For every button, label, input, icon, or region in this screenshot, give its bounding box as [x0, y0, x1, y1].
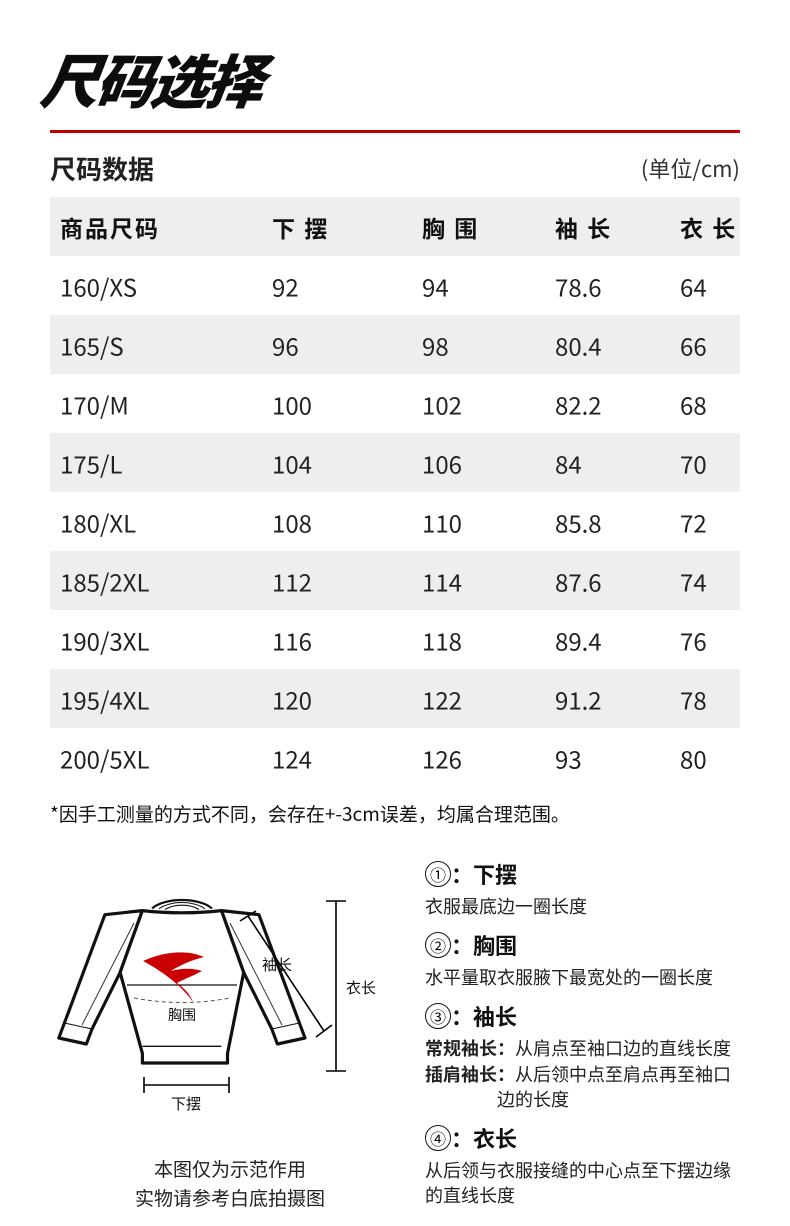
- svg-text:下摆: 下摆: [171, 1093, 201, 1114]
- svg-text:袖长: 袖长: [262, 954, 292, 975]
- svg-text:衣长: 衣长: [346, 977, 376, 998]
- svg-text:胸围: 胸围: [168, 1005, 196, 1025]
